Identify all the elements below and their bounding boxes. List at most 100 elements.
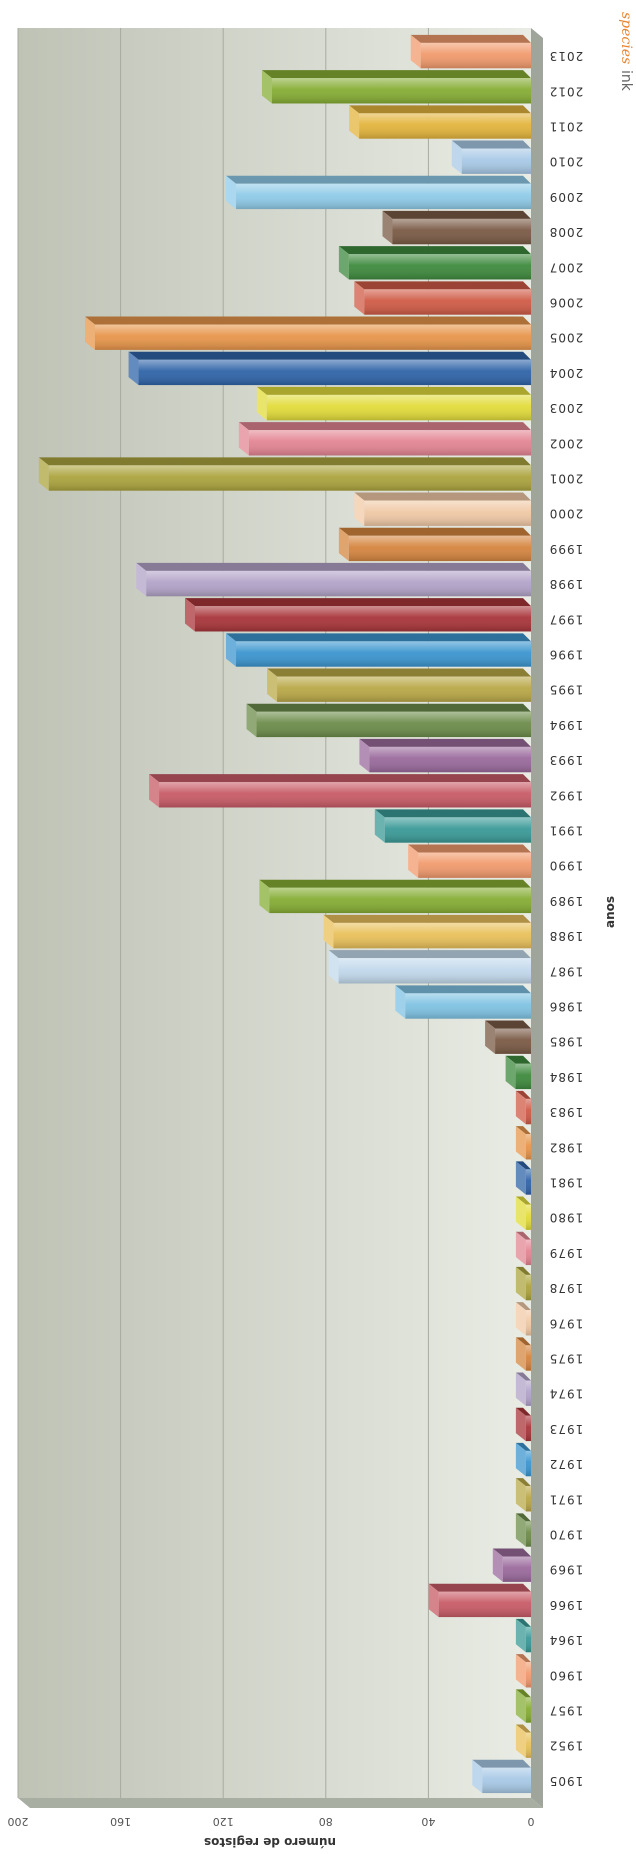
- bar-1983: [515, 1090, 531, 1125]
- category-label: 1979: [549, 1246, 584, 1260]
- category-label: 1999: [549, 542, 584, 556]
- category-label: 1982: [549, 1140, 584, 1154]
- bar-shine: [525, 1626, 531, 1653]
- bar-end-face: [428, 1583, 439, 1618]
- bar-end-face: [485, 1020, 496, 1054]
- bar-shine: [525, 1380, 531, 1406]
- bar-top-face: [515, 1654, 531, 1663]
- bar-end-face: [410, 34, 421, 69]
- bar-top-face: [149, 774, 531, 783]
- category-axis-labels: 2013 2012 2011 2010 2009 2008 2007 2006 2005 2004…: [549, 49, 584, 1788]
- bar-end-face: [349, 105, 360, 139]
- bar-shine: [418, 852, 531, 878]
- category-label: 2005: [549, 331, 584, 345]
- bar-1952: [515, 1724, 531, 1758]
- bar-top-face: [515, 1618, 531, 1627]
- bar-1966: [428, 1583, 531, 1618]
- bar-2000: [354, 492, 531, 526]
- bar-top-face: [515, 1302, 531, 1311]
- bar-top-face: [505, 1055, 531, 1064]
- category-label: 2013: [549, 49, 584, 63]
- bar-2013: [410, 34, 531, 69]
- bar-top-face: [128, 351, 531, 360]
- bar-end-face: [451, 140, 462, 174]
- category-label: 2001: [549, 472, 584, 486]
- bar-end-face: [256, 386, 267, 421]
- bar-end-face: [515, 1407, 526, 1442]
- bar-top-face: [184, 598, 532, 607]
- category-label: 2002: [549, 436, 584, 450]
- bar-1989: [259, 879, 531, 914]
- bar-end-face: [226, 175, 237, 210]
- bar-end-face: [515, 1090, 526, 1125]
- category-label: 1989: [549, 894, 584, 908]
- bar-end-face: [515, 1513, 526, 1547]
- bar-end-face: [505, 1055, 516, 1090]
- category-label: 1992: [549, 788, 584, 802]
- category-label: 1998: [549, 577, 584, 591]
- bar-top-face: [328, 950, 531, 959]
- bar-top-face: [349, 105, 531, 114]
- bar-end-face: [38, 457, 49, 491]
- bar-shine: [392, 218, 531, 245]
- bar-end-face: [184, 598, 195, 632]
- bar-end-face: [136, 562, 147, 597]
- value-tick-label: 80: [319, 1815, 333, 1828]
- bar-shine: [525, 1134, 531, 1160]
- value-axis-ticks: 0 40 80 120 160 200: [8, 1815, 535, 1828]
- bar-end-face: [515, 1372, 526, 1406]
- bar-end-face: [492, 1548, 503, 1582]
- bar-2012: [261, 70, 531, 104]
- category-label: 2010: [549, 155, 584, 169]
- category-label: 1997: [549, 612, 584, 626]
- category-label: 1905: [549, 1774, 584, 1788]
- bar-shine: [348, 535, 531, 562]
- category-label: 1957: [549, 1704, 584, 1718]
- bar-shine: [364, 289, 531, 315]
- bar-top-face: [84, 316, 531, 325]
- bar-top-face: [515, 1724, 531, 1733]
- bar-top-face: [136, 562, 531, 571]
- category-label: 2007: [549, 260, 584, 274]
- bar-1994: [246, 703, 532, 738]
- category-label: 2003: [549, 401, 584, 415]
- bar-1971: [515, 1478, 531, 1512]
- brand-logo: species ink: [618, 12, 634, 92]
- bar-shine: [461, 148, 531, 174]
- bar-shine: [248, 430, 531, 456]
- bar-1993: [359, 738, 531, 773]
- bar-shine: [94, 324, 531, 350]
- bar-2010: [451, 140, 531, 174]
- bar-2007: [338, 246, 531, 280]
- bar-1986: [395, 985, 531, 1019]
- category-label: 1972: [549, 1457, 584, 1471]
- category-label: 1971: [549, 1492, 584, 1506]
- bar-end-face: [259, 879, 270, 914]
- category-label: 2004: [549, 366, 584, 380]
- bar-shine: [438, 1591, 531, 1618]
- plot-floor: [531, 28, 543, 1808]
- category-label: 1995: [549, 683, 584, 697]
- bar-top-face: [428, 1583, 531, 1592]
- bar-shine: [525, 1274, 531, 1301]
- bar-top-face: [226, 175, 531, 184]
- bar-end-face: [149, 774, 160, 808]
- bar-end-face: [472, 1759, 483, 1794]
- bar-top-face: [515, 1407, 531, 1416]
- bar-top-face: [246, 703, 532, 712]
- bar-1985: [485, 1020, 531, 1054]
- category-label: 1984: [549, 1070, 584, 1084]
- bar-1964: [515, 1618, 531, 1653]
- bar-1978: [515, 1266, 531, 1301]
- bar-top-face: [323, 914, 531, 923]
- bar-shine: [525, 1450, 531, 1477]
- category-label: 1973: [549, 1422, 584, 1436]
- category-label: 1975: [549, 1352, 584, 1366]
- bar-1984: [505, 1055, 531, 1090]
- bar-end-face: [338, 527, 349, 562]
- category-label: 1986: [549, 1000, 584, 1014]
- bar-shine: [525, 1098, 531, 1125]
- category-label: 1952: [549, 1739, 584, 1753]
- bar-shine: [525, 1521, 531, 1547]
- bar-top-face: [338, 246, 531, 255]
